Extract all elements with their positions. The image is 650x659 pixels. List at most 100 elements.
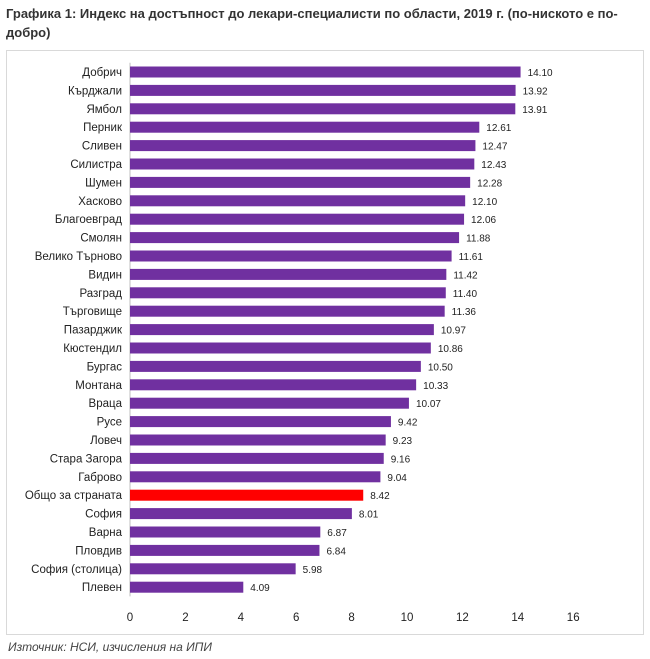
value-label: 5.98 (303, 565, 323, 576)
bar (130, 360, 421, 372)
category-label: София (85, 509, 122, 521)
bar (130, 287, 446, 299)
value-label: 9.23 (393, 436, 413, 447)
value-label: 11.36 (452, 307, 477, 318)
bar (130, 140, 476, 152)
bar (130, 508, 352, 520)
category-label: Кърджали (68, 85, 122, 97)
value-label: 6.87 (327, 528, 347, 539)
bar (130, 471, 381, 483)
bar (130, 581, 244, 593)
x-tick-label: 6 (293, 612, 299, 624)
bar (130, 84, 516, 96)
value-label: 11.88 (466, 234, 491, 245)
bar (130, 250, 452, 262)
bar (130, 342, 431, 354)
category-label: Пловдив (75, 545, 122, 557)
value-label: 4.09 (250, 583, 270, 594)
bar (130, 213, 465, 225)
value-label: 11.42 (453, 270, 478, 281)
category-label: Шумен (85, 177, 122, 189)
category-label: Пазарджик (64, 325, 123, 337)
value-label: 12.61 (486, 123, 511, 134)
category-label: Русе (97, 417, 122, 429)
value-label: 10.33 (423, 381, 448, 392)
category-label: Стара Загора (50, 453, 123, 465)
value-label: 10.97 (441, 326, 466, 337)
value-label: 8.01 (359, 510, 379, 521)
x-tick-label: 0 (127, 612, 133, 624)
bar (130, 544, 320, 556)
bar (130, 232, 460, 244)
category-label: Враца (89, 398, 123, 410)
category-label: Разград (79, 288, 122, 300)
bar (130, 397, 409, 409)
category-label: Ловеч (90, 435, 122, 447)
category-label: Варна (89, 527, 123, 539)
category-label: Ямбол (86, 104, 122, 116)
value-label: 12.28 (477, 178, 502, 189)
category-label: Плевен (82, 582, 122, 594)
category-label: Кюстендил (63, 343, 122, 355)
bar (130, 379, 417, 391)
bar (130, 305, 445, 317)
bar (130, 121, 480, 133)
bar (130, 324, 434, 336)
bar (130, 103, 516, 115)
bar-highlight (130, 489, 364, 501)
bar (130, 66, 521, 78)
value-label: 10.86 (438, 344, 463, 355)
value-label: 8.42 (370, 491, 390, 502)
x-tick-label: 4 (238, 612, 245, 624)
bar (130, 434, 386, 446)
value-label: 9.42 (398, 418, 418, 429)
category-label: Бургас (87, 361, 123, 373)
category-label: Перник (83, 122, 123, 134)
value-label: 11.61 (459, 252, 484, 263)
bar (130, 268, 447, 280)
value-label: 12.47 (482, 142, 507, 153)
value-label: 9.16 (391, 454, 411, 465)
category-label: Силистра (70, 159, 122, 171)
x-tick-label: 8 (348, 612, 354, 624)
category-label: Благоевград (55, 214, 122, 226)
x-tick-label: 14 (511, 612, 524, 624)
bar (130, 526, 321, 538)
bar (130, 176, 471, 188)
chart-frame (6, 50, 644, 635)
value-label: 12.06 (471, 215, 496, 226)
value-label: 11.40 (453, 289, 478, 300)
value-label: 9.04 (387, 473, 407, 484)
value-label: 13.91 (522, 105, 547, 116)
category-label: Сливен (82, 141, 122, 153)
value-label: 10.07 (416, 399, 441, 410)
bar (130, 158, 475, 170)
bar (130, 416, 391, 428)
value-label: 13.92 (523, 86, 548, 97)
chart-title: Графика 1: Индекс на достъпност до лекар… (6, 6, 618, 40)
category-label: София (столица) (31, 564, 122, 576)
bar (130, 563, 296, 575)
x-tick-label: 10 (401, 612, 414, 624)
category-label: Габрово (78, 472, 122, 484)
value-label: 12.43 (481, 160, 506, 171)
category-label: Монтана (75, 380, 122, 392)
x-tick-label: 12 (456, 612, 469, 624)
bar (130, 195, 466, 207)
category-label: Търговище (63, 306, 122, 318)
value-label: 12.10 (472, 197, 497, 208)
category-label: Добрич (82, 67, 122, 79)
category-label: Велико Търново (35, 251, 122, 263)
bar-chart: Добрич 14.10 Кърджали 13.92 Ямбол 13.91 Перник… (25, 62, 580, 624)
category-label: Общо за страната (25, 490, 123, 502)
value-label: 10.50 (428, 362, 453, 373)
category-label: Видин (88, 269, 122, 281)
bar (130, 452, 384, 464)
x-tick-label: 16 (567, 612, 580, 624)
value-label: 14.10 (528, 68, 553, 79)
source-note: Източник: НСИ, изчисления на ИПИ (8, 640, 212, 654)
category-label: Хасково (78, 196, 122, 208)
value-label: 6.84 (326, 546, 346, 557)
category-label: Смолян (80, 233, 122, 245)
x-tick-label: 2 (182, 612, 188, 624)
